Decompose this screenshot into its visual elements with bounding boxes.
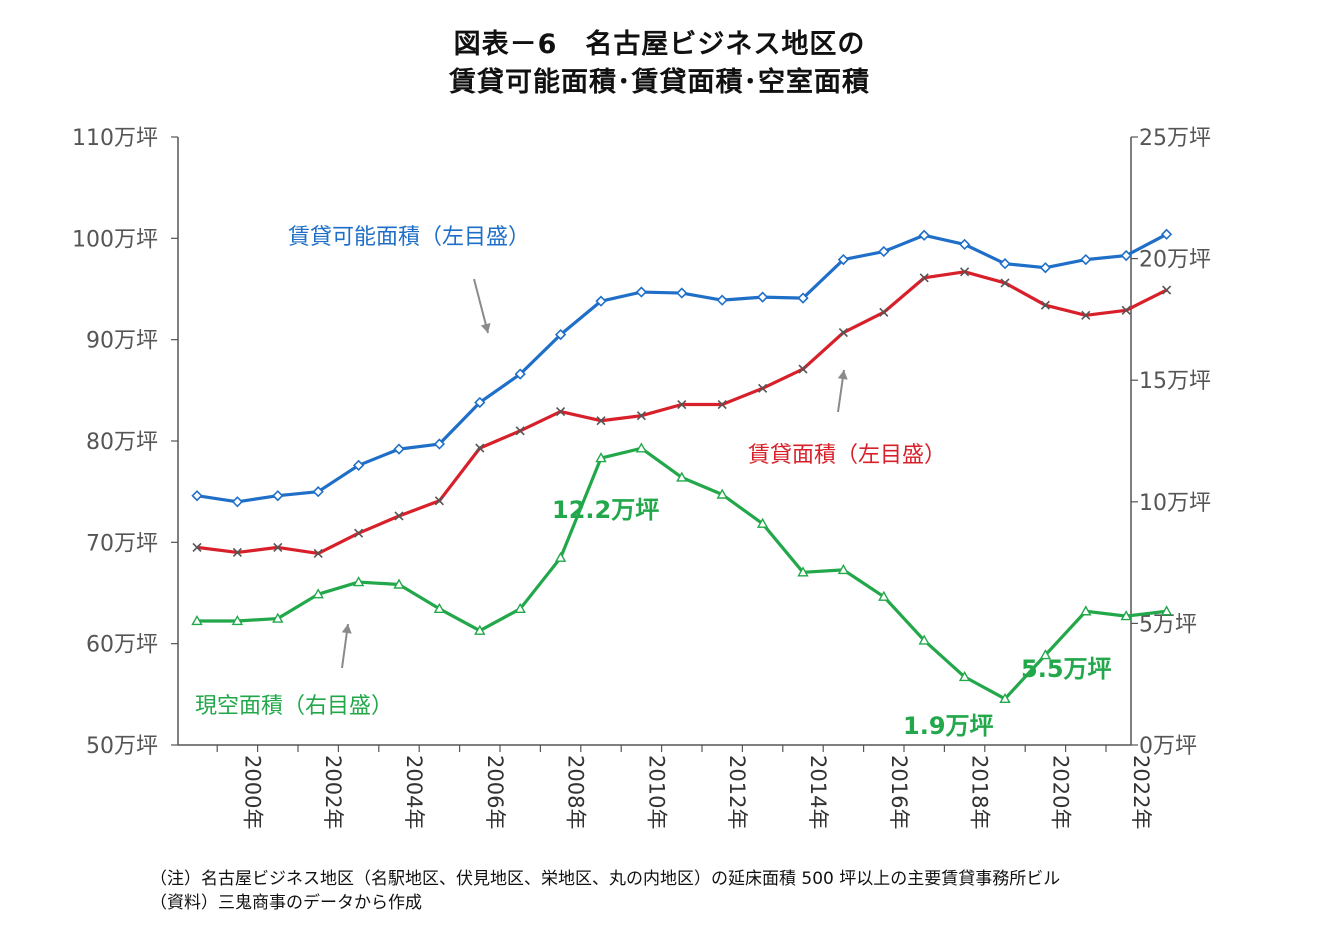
right-y-tick-label: 20万坪 xyxy=(1139,248,1211,273)
data-point-0-14 xyxy=(758,293,767,302)
arrowhead-icon xyxy=(342,624,352,634)
data-point-0-12 xyxy=(677,289,686,298)
chart-area: 50万坪60万坪70万坪80万坪90万坪100万坪110万坪0万坪5万坪10万坪… xyxy=(0,0,1319,941)
footnote-note: （注）名古屋ビジネス地区（名駅地区、伏見地区、栄地区、丸の内地区）の延床面積 5… xyxy=(150,864,1060,889)
x-tick-label: 2012年 xyxy=(725,755,749,829)
data-point-2-9 xyxy=(556,553,565,561)
data-point-0-2 xyxy=(273,491,282,500)
data-point-0-5 xyxy=(395,445,404,454)
x-tick-label: 2008年 xyxy=(564,755,588,829)
right-y-tick-label: 10万坪 xyxy=(1139,491,1211,516)
left-y-tick-label: 90万坪 xyxy=(86,329,158,354)
x-tick-label: 2000年 xyxy=(240,755,264,829)
x-tick-label: 2016年 xyxy=(887,755,911,829)
right-y-tick-label: 15万坪 xyxy=(1139,369,1211,394)
data-point-0-17 xyxy=(879,247,888,256)
data-annotation: 1.9万坪 xyxy=(903,712,994,740)
data-annotation: 5.5万坪 xyxy=(1021,655,1112,683)
left-y-tick-label: 70万坪 xyxy=(86,531,158,556)
arrowhead-icon xyxy=(838,370,848,380)
data-point-0-22 xyxy=(1081,255,1090,264)
arrowhead-icon xyxy=(481,323,491,333)
x-tick-label: 2002年 xyxy=(321,755,345,829)
series-line-1 xyxy=(197,272,1167,554)
data-point-0-18 xyxy=(920,231,929,240)
x-tick-label: 2004年 xyxy=(402,755,426,829)
x-tick-label: 2022年 xyxy=(1129,755,1153,829)
series-label-0: 賃貸可能面積（左目盛） xyxy=(288,225,530,250)
x-tick-label: 2014年 xyxy=(806,755,830,829)
data-point-0-11 xyxy=(637,288,646,297)
right-y-tick-label: 5万坪 xyxy=(1139,612,1197,637)
x-tick-label: 2018年 xyxy=(968,755,992,829)
data-point-0-21 xyxy=(1041,263,1050,272)
left-y-tick-label: 50万坪 xyxy=(86,734,158,759)
left-y-tick-label: 100万坪 xyxy=(72,227,158,252)
footnote-source: （資料）三鬼商事のデータから作成 xyxy=(150,888,422,913)
x-tick-label: 2010年 xyxy=(644,755,668,829)
series-label-2: 現空面積（右目盛） xyxy=(195,694,393,719)
left-y-tick-label: 110万坪 xyxy=(72,126,158,151)
left-y-tick-label: 80万坪 xyxy=(86,430,158,455)
x-tick-label: 2020年 xyxy=(1048,755,1072,829)
series-label-1: 賃貸面積（左目盛） xyxy=(748,443,946,468)
right-y-tick-label: 25万坪 xyxy=(1139,126,1211,151)
data-annotation: 12.2万坪 xyxy=(552,496,659,524)
left-y-tick-label: 60万坪 xyxy=(86,633,158,658)
data-point-0-1 xyxy=(233,497,242,506)
data-point-0-13 xyxy=(718,296,727,305)
x-tick-label: 2006年 xyxy=(483,755,507,829)
data-point-0-0 xyxy=(193,491,202,500)
series-line-0 xyxy=(197,234,1167,502)
